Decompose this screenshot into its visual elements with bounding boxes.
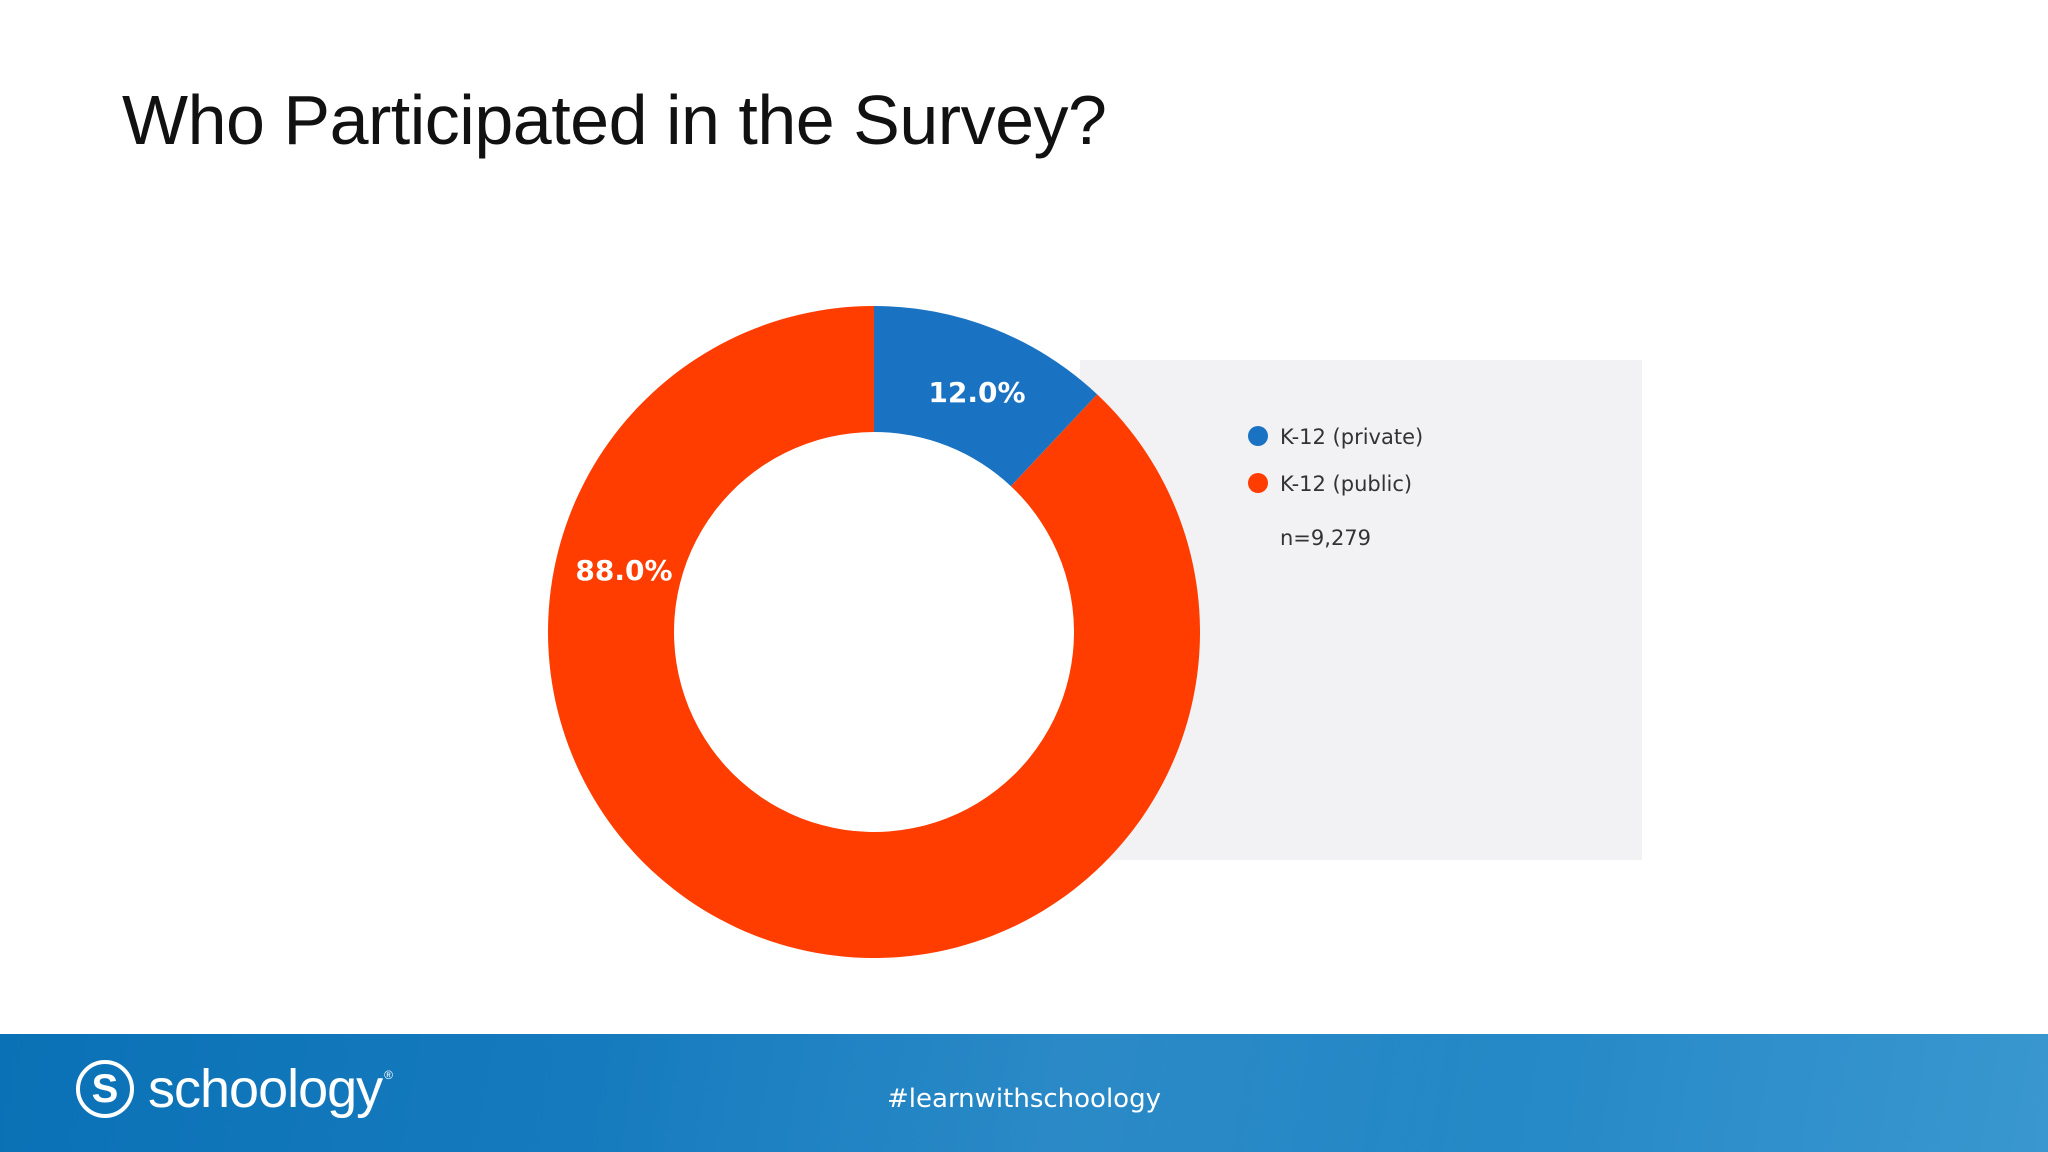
slice-label: 12.0% <box>928 376 1025 409</box>
footer-bar: S schoology ® #learnwithschoology <box>0 1034 2048 1152</box>
slice-k-12-private <box>874 306 1098 487</box>
legend-swatch <box>1248 473 1268 493</box>
slice-labels: 12.0% 88.0% <box>575 376 1025 587</box>
schoology-logo-text: schoology <box>148 1059 383 1119</box>
schoology-logo: S schoology ® <box>76 1060 393 1118</box>
footer-hashtag: #learnwithschoology <box>887 1084 1161 1114</box>
sample-size-note: n=9,279 <box>1280 526 1371 550</box>
slide-title: Who Participated in the Survey? <box>122 81 1107 159</box>
slice-k-12-public <box>547 306 1200 958</box>
schoology-logo-icon: S <box>76 1060 134 1118</box>
legend-swatch <box>1248 426 1268 446</box>
chart-legend: K-12 (private) K-12 (public) <box>1248 425 1423 496</box>
registered-mark: ® <box>384 1068 394 1082</box>
donut-slices <box>547 306 1200 958</box>
slice-label: 88.0% <box>575 554 672 587</box>
legend-label: K-12 (public) <box>1280 472 1412 496</box>
legend-label: K-12 (private) <box>1280 425 1423 449</box>
footer-sheen <box>620 1034 1520 1152</box>
